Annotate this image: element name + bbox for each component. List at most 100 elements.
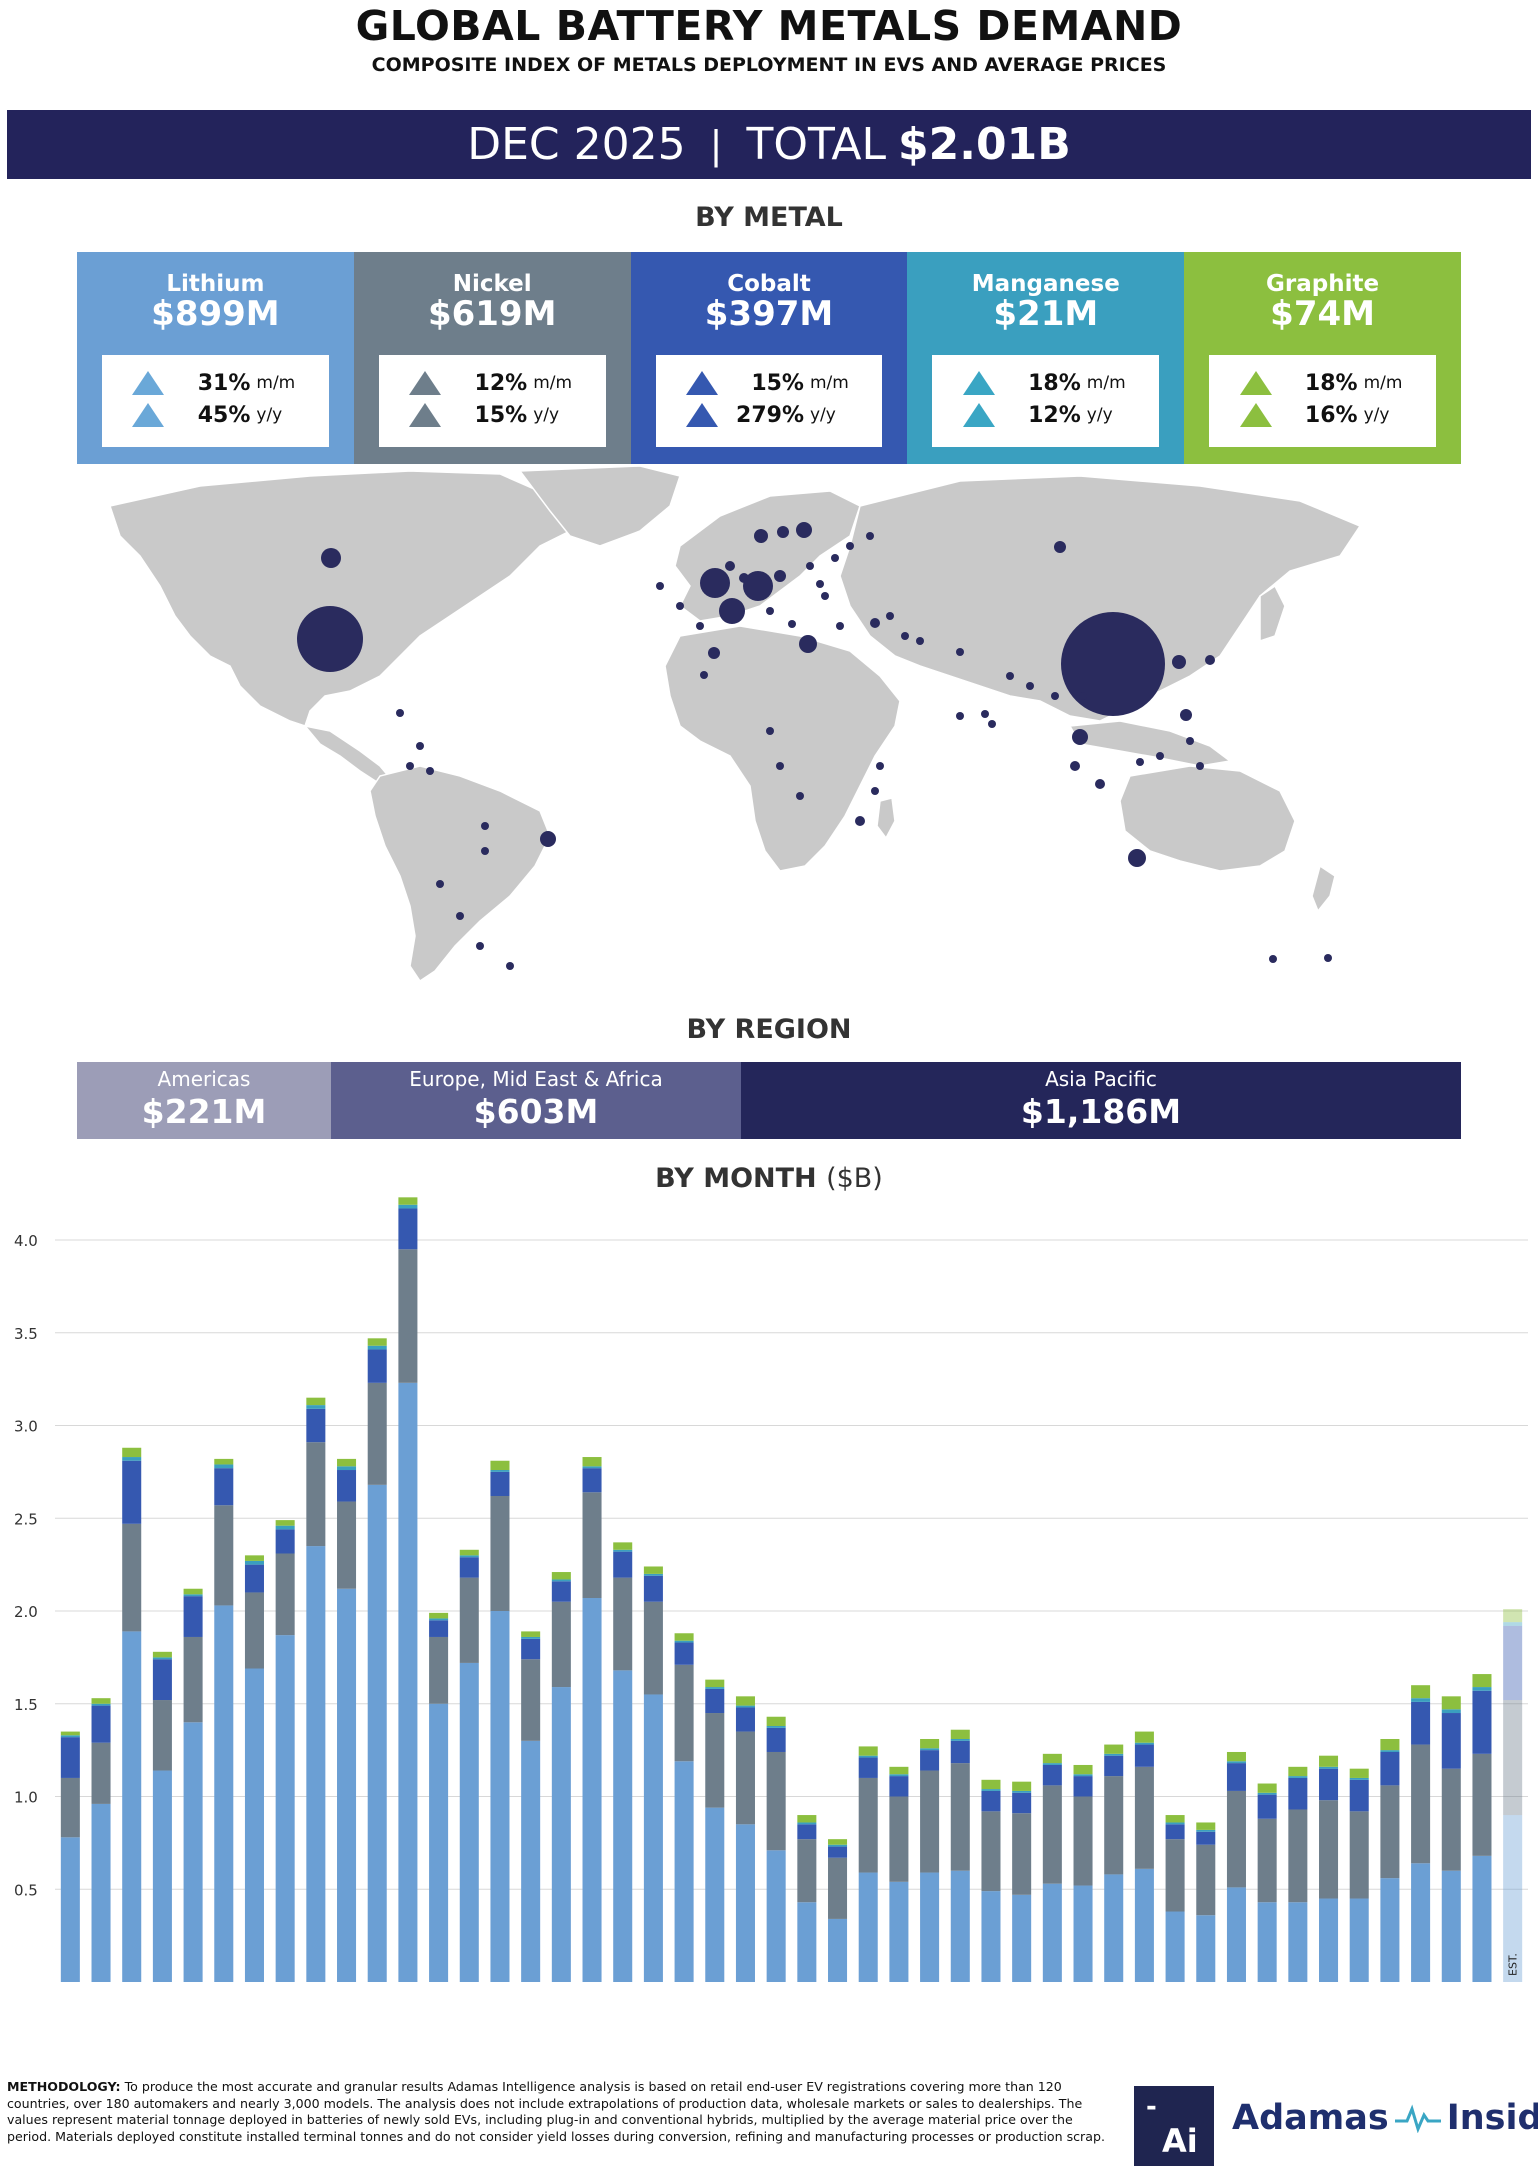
total-value: $2.01B — [898, 119, 1071, 170]
change-yy-unit: y/y — [256, 405, 283, 425]
by-metal-heading: BY METAL — [695, 202, 843, 233]
bar-segment-nickel — [766, 1751, 786, 1851]
metal-change-box: 31% m/m 45% y/y — [102, 355, 329, 447]
bar-segment-graphite — [122, 1447, 142, 1458]
bar-segment-cobalt — [674, 1642, 694, 1665]
change-yy-unit: y/y — [1363, 405, 1390, 425]
bar-segment-cobalt — [429, 1620, 449, 1637]
bar-segment-nickel — [490, 1495, 510, 1611]
bar-segment-graphite — [398, 1197, 418, 1205]
bar-segment-nickel — [1196, 1844, 1216, 1916]
metal-name: Lithium — [166, 271, 265, 297]
demand-bubble — [481, 822, 489, 830]
bar-segment-graphite — [490, 1460, 510, 1471]
bar-segment-cobalt — [122, 1460, 142, 1524]
bar-segment-cobalt — [1503, 1625, 1523, 1701]
bar-segment-lithium — [735, 1824, 755, 1982]
demand-bubble — [540, 831, 556, 847]
bar-segment-graphite — [797, 1815, 817, 1823]
bar-segment-lithium — [766, 1850, 786, 1982]
demand-bubble — [821, 592, 829, 600]
metal-value: $899M — [151, 294, 280, 334]
bar-segment-manganese — [183, 1594, 203, 1597]
bar-segment-graphite — [1226, 1751, 1246, 1762]
bar-segment-nickel — [950, 1763, 970, 1871]
bar-segment-manganese — [613, 1549, 633, 1552]
change-mm-unit: m/m — [533, 373, 573, 393]
metal-value: $619M — [427, 294, 557, 334]
bar-segment-cobalt — [551, 1581, 571, 1602]
bar-segment-manganese — [521, 1636, 541, 1639]
demand-bubble — [876, 762, 884, 770]
bar-segment-cobalt — [1042, 1764, 1062, 1786]
bar-segment-lithium — [643, 1694, 663, 1982]
bar-segment-lithium — [1042, 1883, 1062, 1982]
bar-segment-nickel — [1441, 1768, 1461, 1871]
by-month-unit: ($B) — [826, 1163, 883, 1194]
bar-segment-graphite — [950, 1729, 970, 1739]
bar-segment-lithium — [613, 1670, 633, 1982]
bar-segment-lithium — [828, 1918, 848, 1982]
demand-bubble — [1269, 955, 1277, 963]
bar-segment-cobalt — [459, 1557, 479, 1578]
bar-segment-cobalt — [152, 1659, 172, 1701]
up-triangle-icon — [409, 371, 442, 395]
bar-segment-graphite — [183, 1588, 203, 1595]
bar-segment-lithium — [920, 1872, 940, 1982]
bar-segment-lithium — [889, 1881, 909, 1982]
bar-segment-cobalt — [1380, 1751, 1400, 1786]
change-yy-value: 12% — [1028, 402, 1081, 428]
up-triangle-icon — [1239, 403, 1272, 427]
region-1: Europe, Mid East & Africa $603M — [331, 1062, 741, 1139]
demand-bubble — [1026, 682, 1034, 690]
bar-segment-nickel — [367, 1382, 387, 1485]
bar-segment-lithium — [429, 1703, 449, 1982]
change-yy-value: 45% — [197, 402, 251, 428]
bar-segment-nickel — [1472, 1753, 1492, 1856]
bar-segment-graphite — [889, 1766, 909, 1775]
bar-segment-manganese — [1196, 1829, 1216, 1832]
total-label: TOTAL — [746, 119, 887, 170]
bar-segment-manganese — [889, 1774, 909, 1777]
region-value: $603M — [473, 1092, 599, 1131]
bar-segment-manganese — [275, 1525, 295, 1530]
bar-segment-nickel — [981, 1811, 1001, 1892]
by-region-heading: BY REGION — [686, 1014, 852, 1045]
by-month-heading: BY MONTH ($B) — [0, 1163, 1538, 1194]
bar-segment-lithium — [551, 1687, 571, 1982]
total-banner: DEC 2025 | TOTAL $2.01B — [7, 110, 1531, 179]
period-label: DEC 2025 — [467, 119, 686, 170]
region-name: Americas — [157, 1067, 251, 1091]
bar-segment-cobalt — [766, 1727, 786, 1752]
demand-bubble — [1172, 655, 1186, 669]
demand-bubble — [1180, 709, 1192, 721]
bar-segment-cobalt — [1257, 1794, 1277, 1819]
bar-segment-graphite — [828, 1839, 848, 1845]
bar-segment-nickel — [244, 1592, 264, 1669]
japan-landmass — [1259, 584, 1286, 643]
change-yy: 45% y/y — [102, 400, 329, 430]
bar-segment-manganese — [1073, 1774, 1093, 1777]
africa-landmass — [664, 625, 901, 872]
bar-segment-manganese — [1104, 1753, 1124, 1756]
bar-segment-nickel — [1349, 1811, 1369, 1899]
bar-segment-lithium — [1380, 1878, 1400, 1982]
demand-bubble — [481, 847, 489, 855]
change-mm: 31% m/m — [102, 368, 329, 398]
change-yy: 15% y/y — [379, 400, 606, 430]
bar-segment-manganese — [306, 1405, 326, 1409]
region-value: $1,186M — [1020, 1092, 1182, 1131]
bar-segment-manganese — [1012, 1790, 1032, 1793]
demand-bubble — [1006, 672, 1014, 680]
bar-segment-cobalt — [920, 1750, 940, 1771]
bar-segment-graphite — [1441, 1696, 1461, 1710]
change-yy: 279% y/y — [656, 400, 883, 430]
demand-bubble — [743, 571, 773, 601]
metal-cards: Lithium $899M 31% m/m 45% y/y Nickel $619M 12% m/… — [77, 252, 1461, 464]
north-america-landmass — [109, 470, 582, 727]
bar-segment-cobalt — [306, 1408, 326, 1443]
metal-name: Graphite — [1266, 271, 1380, 297]
bar-segment-lithium — [1226, 1887, 1246, 1982]
new-zealand-landmass — [1311, 864, 1336, 913]
bar-segment-nickel — [1104, 1776, 1124, 1875]
